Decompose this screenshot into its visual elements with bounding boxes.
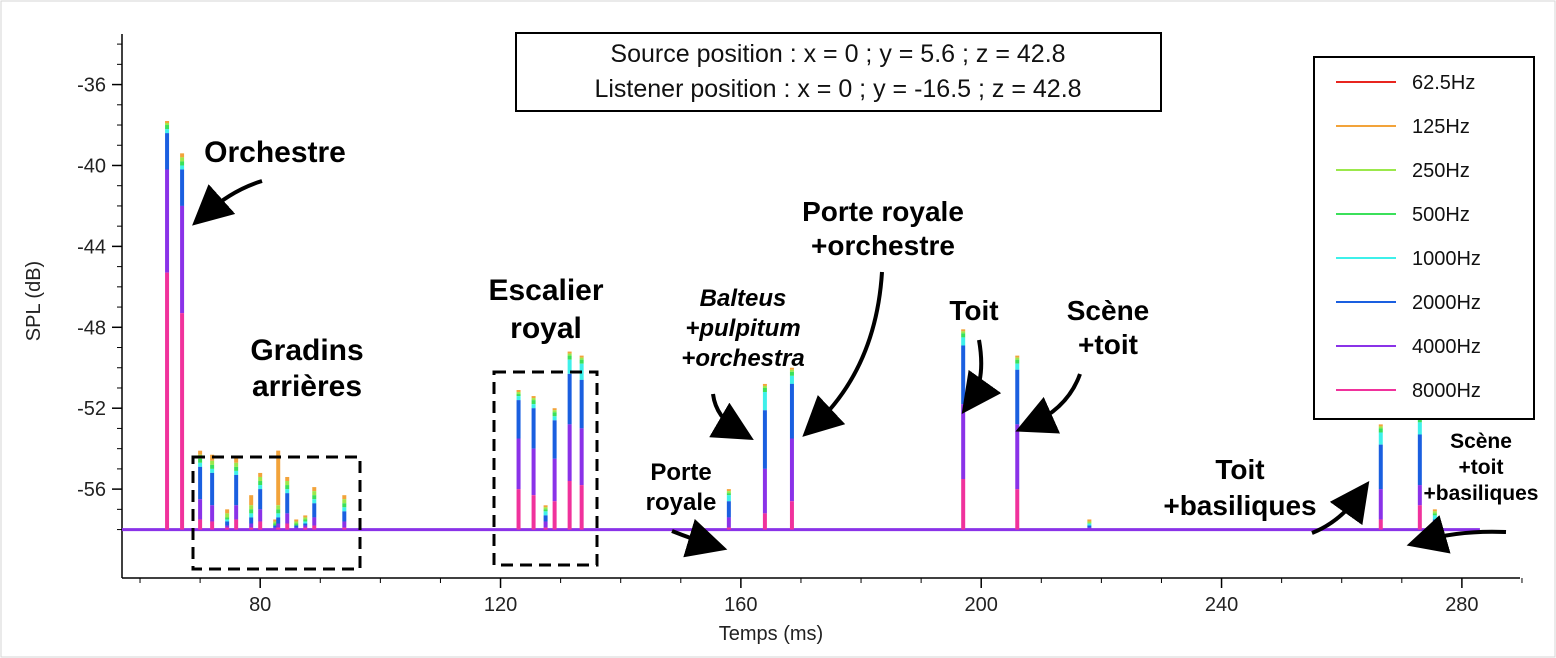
annotation-porte-royale: Porte royale <box>646 459 717 516</box>
annotation-line: royale <box>646 489 717 516</box>
annotation-scene-toit: Scène +toit <box>1067 295 1150 360</box>
arrow-porte-royale <box>671 518 728 558</box>
legend-label: 8000Hz <box>1412 380 1481 402</box>
arrow-porte-orchestre <box>802 271 884 437</box>
x-tick-label: 160 <box>724 594 757 616</box>
arrow-toit <box>961 339 1002 415</box>
annotation-line: +basiliques <box>1163 490 1316 521</box>
info-box-frame <box>515 32 1162 112</box>
legend-entry: 250Hz <box>1336 160 1470 182</box>
annotation-orchestre: Orchestre <box>204 136 346 169</box>
annotation-gradins: Gradins arrières <box>250 334 363 403</box>
x-tick-label: 80 <box>249 594 271 616</box>
annotation-porte-orchestre: Porte royale +orchestre <box>802 196 964 261</box>
y-axis-title: SPL (dB) <box>23 261 45 341</box>
legend-entry: 8000Hz <box>1336 380 1481 402</box>
x-tick-label: 280 <box>1445 594 1478 616</box>
gradins-group-box <box>191 455 362 571</box>
escalier-group-box <box>492 370 599 567</box>
arrow-orchestre <box>192 179 263 226</box>
peaks <box>122 120 1480 532</box>
annotation-line: Gradins <box>250 334 363 367</box>
annotations: Orchestre Gradins arrières Escalier royal Bal… <box>191 136 1539 571</box>
axes: -36 -40 -44 -48 -52 -56 80 120 160 200 240 280 Temps… <box>23 34 1523 645</box>
info-box: Source position : x = 0 ; y = 5.6 ; z = … <box>515 32 1162 112</box>
legend-label: 2000Hz <box>1412 292 1481 314</box>
y-tick-label: -36 <box>77 75 106 97</box>
legend-entry: 1000Hz <box>1336 248 1481 270</box>
legend-frame <box>1313 56 1535 420</box>
arrow-balteus <box>709 393 754 441</box>
info-line: Source position : x = 0 ; y = 5.6 ; z = … <box>610 40 1065 68</box>
x-tick-label: 200 <box>965 594 998 616</box>
annotation-line: +toit <box>1078 329 1138 360</box>
arrow-toit-basiliques <box>1311 480 1370 535</box>
annotation-line: Porte royale <box>802 196 964 227</box>
annotation-line: Scène <box>1067 295 1150 326</box>
annotation-balteus: Balteus +pulpitum +orchestra <box>681 285 804 372</box>
legend-label: 125Hz <box>1412 116 1470 138</box>
info-line: Listener position : x = 0 ; y = -16.5 ; … <box>594 75 1081 103</box>
annotation-scene-toit-basiliques: Scène +toit +basiliques <box>1424 430 1539 505</box>
y-tick-label: -56 <box>77 479 106 501</box>
legend-label: 1000Hz <box>1412 248 1481 270</box>
legend: 62.5Hz 125Hz 250Hz 500Hz 1000Hz 2000Hz 4000Hz 8… <box>1313 56 1535 420</box>
legend-entry: 4000Hz <box>1336 336 1481 358</box>
annotation-line: +toit <box>1459 456 1504 479</box>
annotation-escalier: Escalier royal <box>488 274 603 345</box>
annotation-line: Scène <box>1450 430 1512 453</box>
annotation-toit-basiliques: Toit +basiliques <box>1163 454 1316 521</box>
annotation-line: Orchestre <box>204 136 346 169</box>
legend-entry: 2000Hz <box>1336 292 1481 314</box>
legend-label: 500Hz <box>1412 204 1470 226</box>
annotation-line: Escalier <box>488 274 603 307</box>
annotation-line: +orchestre <box>811 230 955 261</box>
annotation-line: +pulpitum <box>685 315 800 342</box>
annotation-line: royal <box>510 312 582 345</box>
x-tick-label: 120 <box>484 594 517 616</box>
y-tick-label: -40 <box>77 155 106 177</box>
legend-entry: 125Hz <box>1336 116 1470 138</box>
annotation-toit: Toit <box>949 295 998 326</box>
arrow-scene-toit-basiliques <box>1406 515 1507 554</box>
annotation-line: arrières <box>252 370 362 403</box>
legend-entry: 500Hz <box>1336 204 1470 226</box>
annotation-line: Toit <box>1215 454 1264 485</box>
legend-label: 4000Hz <box>1412 336 1481 358</box>
y-tick-label: -48 <box>77 317 106 339</box>
y-tick-label: -52 <box>77 398 106 420</box>
y-tick-label: -44 <box>77 236 106 258</box>
annotation-line: Porte <box>650 459 711 486</box>
arrow-scene-toit <box>1015 373 1082 434</box>
annotation-line: Balteus <box>700 285 787 312</box>
x-tick-label: 240 <box>1205 594 1238 616</box>
annotation-line: Toit <box>949 295 998 326</box>
annotation-line: +orchestra <box>681 345 804 372</box>
x-axis-title: Temps (ms) <box>719 623 823 645</box>
legend-label: 250Hz <box>1412 160 1470 182</box>
annotation-line: +basiliques <box>1424 482 1539 505</box>
legend-entry: 62.5Hz <box>1336 72 1475 94</box>
legend-label: 62.5Hz <box>1412 72 1475 94</box>
